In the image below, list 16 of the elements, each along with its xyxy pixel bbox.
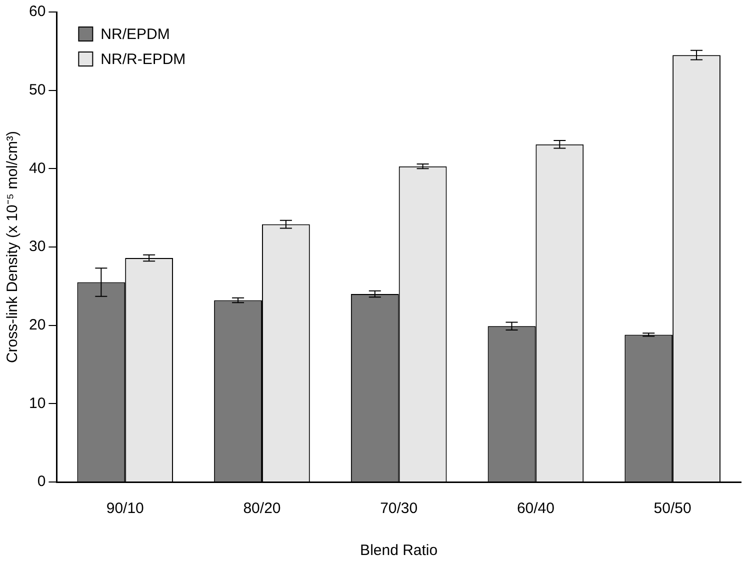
x-tick-label: 80/20 (243, 500, 281, 518)
y-tick-label: 50 (28, 81, 46, 98)
x-tick-label: 90/10 (106, 500, 144, 518)
y-tick-label: 10 (28, 394, 46, 412)
y-axis-title: Cross-link Density (x 10⁻⁵ mol/cm³) (4, 130, 22, 364)
legend-label: NR/R-EPDM (100, 51, 186, 68)
y-tick-label: 30 (28, 238, 46, 256)
y-tick-label: 20 (28, 316, 46, 334)
x-tick-label: 50/50 (654, 500, 692, 518)
x-tick-label: 70/30 (380, 500, 418, 518)
y-tick-label: 0 (37, 473, 46, 490)
y-tick-label: 40 (28, 160, 46, 177)
x-axis-title: Blend Ratio (360, 542, 438, 560)
y-tick-label: 60 (28, 3, 46, 20)
legend-label: NR/EPDM (100, 26, 170, 44)
x-tick-label: 60/40 (516, 500, 554, 518)
